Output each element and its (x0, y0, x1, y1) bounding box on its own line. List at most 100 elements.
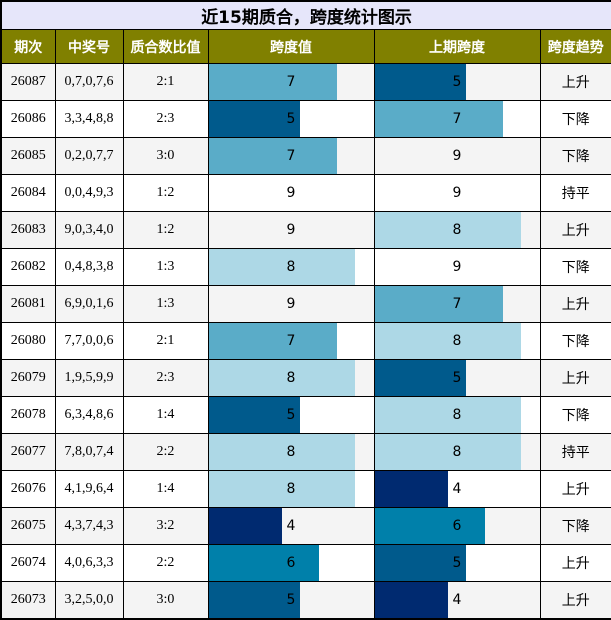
span-cell-value: 8 (286, 480, 296, 497)
prev-span-cell-value: 8 (452, 332, 462, 349)
issue-cell: 26077 (0, 433, 56, 471)
ratio-cell: 1:2 (122, 174, 209, 212)
prev-span-cell: 6 (373, 507, 541, 545)
numbers-cell: 0,4,8,3,8 (54, 248, 124, 286)
trend-cell: 上升 (539, 544, 611, 582)
issue-cell: 26080 (0, 322, 56, 360)
trend-cell: 下降 (539, 396, 611, 434)
span-cell: 8 (207, 248, 375, 286)
prev-span-cell-bar (374, 471, 448, 507)
prev-span-cell: 5 (373, 544, 541, 582)
prev-span-cell: 9 (373, 248, 541, 286)
span-cell-value: 7 (286, 73, 296, 90)
prev-span-cell-bar (374, 64, 467, 100)
ratio-cell: 1:3 (122, 248, 209, 286)
prev-span-cell-bar (374, 397, 522, 433)
header-issue: 期次 (0, 29, 56, 64)
span-cell-bar (208, 64, 337, 100)
numbers-cell: 7,7,0,0,6 (54, 322, 124, 360)
numbers-cell: 6,3,4,8,6 (54, 396, 124, 434)
numbers-cell: 1,9,5,9,9 (54, 359, 124, 397)
prev-span-cell-bar (374, 360, 467, 396)
span-cell-bar (208, 323, 337, 359)
span-cell: 8 (207, 359, 375, 397)
table-row: 26080 7,7,0,0,6 2:1 7 8 下降 (0, 322, 611, 360)
issue-cell: 26074 (0, 544, 56, 582)
issue-cell: 26078 (0, 396, 56, 434)
span-cell: 7 (207, 63, 375, 101)
span-cell-value: 4 (286, 517, 296, 534)
trend-cell: 下降 (539, 100, 611, 138)
table-row: 26079 1,9,5,9,9 2:3 8 5 上升 (0, 359, 611, 397)
span-cell: 6 (207, 544, 375, 582)
table-row: 26086 3,3,4,8,8 2:3 5 7 下降 (0, 100, 611, 138)
prev-span-cell-value: 7 (452, 110, 462, 127)
issue-cell: 26073 (0, 581, 56, 620)
table-row: 26073 3,2,5,0,0 3:0 5 4 上升 (0, 581, 611, 620)
table-row: 26084 0,0,4,9,3 1:2 9 9 持平 (0, 174, 611, 212)
prev-span-cell: 7 (373, 100, 541, 138)
numbers-cell: 4,0,6,3,3 (54, 544, 124, 582)
trend-cell: 上升 (539, 359, 611, 397)
span-cell: 9 (207, 211, 375, 249)
span-cell-value: 9 (286, 221, 296, 238)
span-cell-bar (208, 434, 356, 470)
table-row: 26078 6,3,4,8,6 1:4 5 8 下降 (0, 396, 611, 434)
table-row: 26085 0,2,0,7,7 3:0 7 9 下降 (0, 137, 611, 175)
ratio-cell: 2:1 (122, 322, 209, 360)
trend-cell: 持平 (539, 433, 611, 471)
trend-cell: 上升 (539, 211, 611, 249)
table-row: 26082 0,4,8,3,8 1:3 8 9 下降 (0, 248, 611, 286)
table-title: 近15期质合，跨度统计图示 (0, 0, 611, 30)
trend-cell: 上升 (539, 470, 611, 508)
numbers-cell: 6,9,0,1,6 (54, 285, 124, 323)
table-row: 26074 4,0,6,3,3 2:2 6 5 上升 (0, 544, 611, 582)
table-row: 26087 0,7,0,7,6 2:1 7 5 上升 (0, 63, 611, 101)
prev-span-cell-value: 7 (452, 295, 462, 312)
span-cell: 5 (207, 100, 375, 138)
numbers-cell: 0,7,0,7,6 (54, 63, 124, 101)
ratio-cell: 2:2 (122, 433, 209, 471)
numbers-cell: 3,3,4,8,8 (54, 100, 124, 138)
span-cell-bar (208, 508, 282, 544)
span-cell-value: 5 (286, 406, 296, 423)
span-cell-bar (208, 138, 337, 174)
ratio-cell: 2:2 (122, 544, 209, 582)
ratio-cell: 1:4 (122, 470, 209, 508)
prev-span-cell: 4 (373, 581, 541, 620)
table-row: 26081 6,9,0,1,6 1:3 9 7 上升 (0, 285, 611, 323)
prev-span-cell-value: 9 (452, 258, 462, 275)
prev-span-cell: 8 (373, 211, 541, 249)
issue-cell: 26084 (0, 174, 56, 212)
issue-cell: 26087 (0, 63, 56, 101)
header-numbers: 中奖号 (54, 29, 124, 64)
span-cell-value: 5 (286, 110, 296, 127)
header-prev-span: 上期跨度 (373, 29, 541, 64)
span-cell: 4 (207, 507, 375, 545)
span-cell-value: 8 (286, 258, 296, 275)
header-span: 跨度值 (207, 29, 375, 64)
issue-cell: 26076 (0, 470, 56, 508)
numbers-cell: 4,3,7,4,3 (54, 507, 124, 545)
span-cell: 7 (207, 137, 375, 175)
ratio-cell: 3:0 (122, 581, 209, 620)
trend-cell: 下降 (539, 248, 611, 286)
prev-span-cell-value: 6 (452, 517, 462, 534)
span-cell-bar (208, 471, 356, 507)
ratio-cell: 2:1 (122, 63, 209, 101)
prev-span-cell-bar (374, 212, 522, 248)
span-cell: 7 (207, 322, 375, 360)
trend-cell: 上升 (539, 285, 611, 323)
ratio-cell: 1:4 (122, 396, 209, 434)
span-cell-bar (208, 397, 301, 433)
span-cell: 9 (207, 174, 375, 212)
prev-span-cell-bar (374, 101, 503, 137)
span-cell: 8 (207, 470, 375, 508)
table-row: 26077 7,8,0,7,4 2:2 8 8 持平 (0, 433, 611, 471)
prev-span-cell-bar (374, 508, 485, 544)
prev-span-cell: 8 (373, 322, 541, 360)
prev-span-cell-bar (374, 582, 448, 618)
trend-cell: 下降 (539, 322, 611, 360)
ratio-cell: 3:0 (122, 137, 209, 175)
